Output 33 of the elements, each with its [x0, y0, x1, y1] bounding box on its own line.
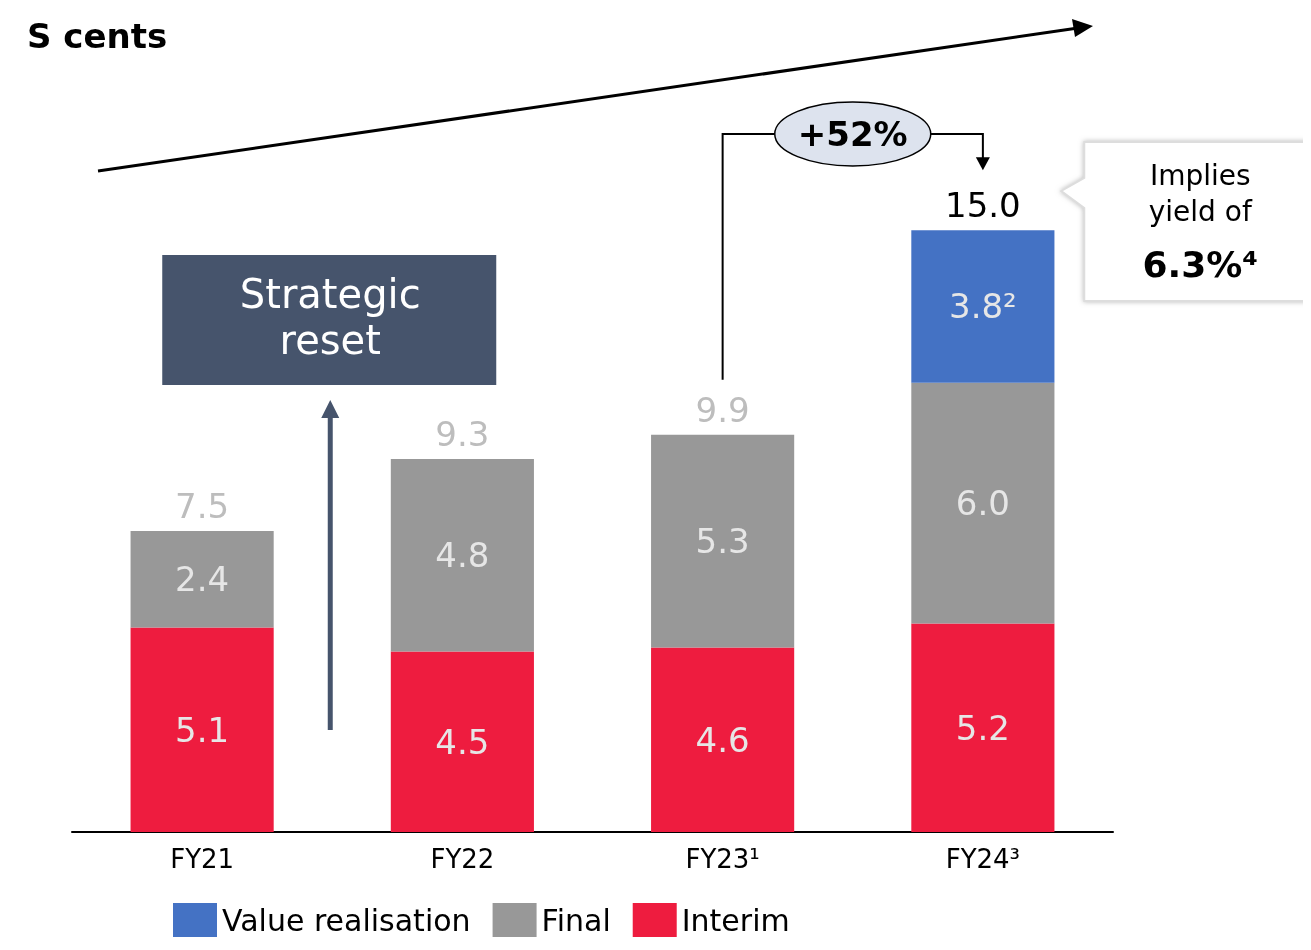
bar — [651, 647, 795, 832]
total-label: 7.5 — [175, 486, 230, 527]
data-label: 4.5 — [435, 721, 490, 762]
total-label: 15.0 — [945, 185, 1021, 226]
bar — [390, 651, 534, 832]
legend-label: Interim — [681, 902, 790, 938]
x-tick-label: FY21 — [170, 844, 235, 874]
x-tick-label: FY22 — [430, 844, 495, 874]
data-label: 5.3 — [695, 521, 750, 562]
total-label: 9.3 — [435, 413, 490, 454]
data-label: 4.8 — [435, 535, 490, 576]
bar — [911, 382, 1055, 624]
data-label: 5.1 — [175, 709, 230, 750]
x-tick-label: FY23¹ — [685, 844, 760, 874]
data-label: 5.2 — [955, 707, 1010, 748]
bar — [390, 458, 534, 652]
data-label: 3.8² — [949, 286, 1017, 327]
text: +52% — [797, 114, 908, 154]
bar — [130, 627, 274, 832]
bar — [130, 531, 274, 628]
bar — [911, 230, 1055, 383]
bar — [651, 434, 795, 648]
data-label: 4.6 — [695, 719, 750, 760]
legend-label: Final — [541, 902, 611, 938]
chart-title: S cents — [27, 16, 168, 56]
legend-label: Value realisation — [222, 902, 471, 938]
data-label: 6.0 — [955, 483, 1010, 524]
text: Implies yield of 6.3%⁴ — [1142, 158, 1259, 285]
annotation: Strategic reset — [239, 271, 421, 363]
data-label: 2.4 — [175, 559, 230, 600]
x-tick-label: FY24³ — [945, 844, 1021, 874]
total-label: 9.9 — [695, 389, 750, 430]
bar — [911, 623, 1055, 832]
